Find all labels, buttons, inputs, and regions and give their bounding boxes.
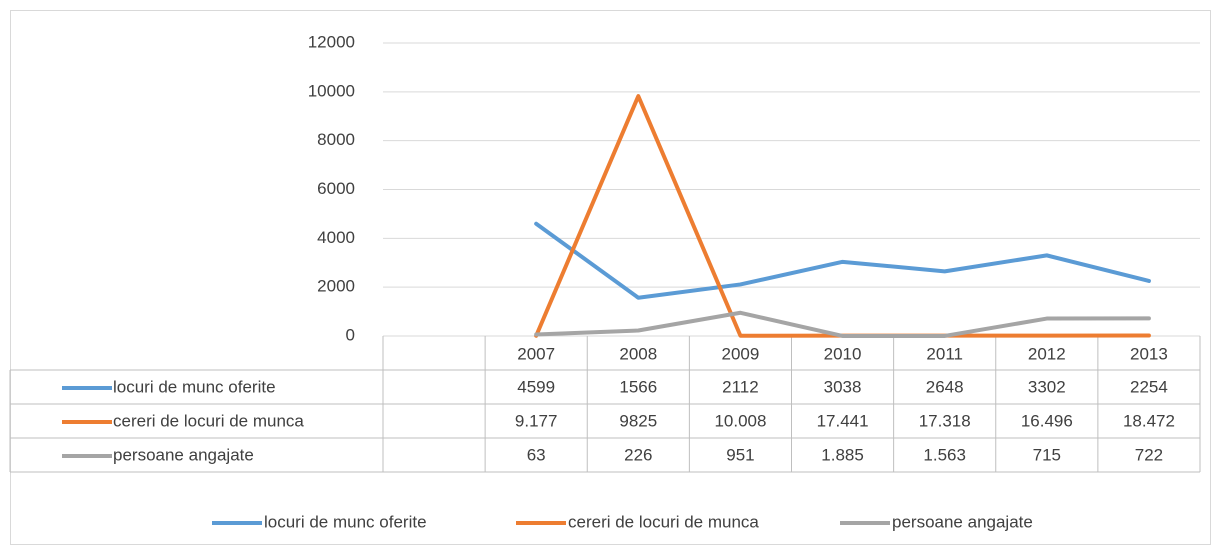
y-tick-label: 4000 bbox=[317, 228, 355, 247]
x-tick-label: 2011 bbox=[926, 344, 963, 363]
x-tick-label: 2008 bbox=[619, 344, 657, 363]
legend-label: locuri de munc oferite bbox=[264, 512, 427, 531]
series-line bbox=[534, 310, 1151, 338]
table-cell: 2648 bbox=[926, 377, 964, 396]
x-tick-label: 2007 bbox=[517, 344, 555, 363]
y-tick-label: 10000 bbox=[308, 81, 355, 100]
table-cell: 17.318 bbox=[919, 411, 971, 430]
y-tick-label: 12000 bbox=[308, 32, 355, 51]
x-tick-label: 2013 bbox=[1130, 344, 1168, 363]
table-cell: 4599 bbox=[517, 377, 555, 396]
series-line bbox=[534, 221, 1151, 300]
table-cell: 226 bbox=[624, 445, 652, 464]
table-cell: 9825 bbox=[619, 411, 657, 430]
table-cell: 3302 bbox=[1028, 377, 1066, 396]
table-cell: 722 bbox=[1135, 445, 1163, 464]
table-cell: 715 bbox=[1033, 445, 1061, 464]
table-cell: 63 bbox=[527, 445, 546, 464]
x-tick-label: 2010 bbox=[824, 344, 862, 363]
table-cell: 9.177 bbox=[515, 411, 558, 430]
table-cell: 17.441 bbox=[817, 411, 869, 430]
table-cell: 951 bbox=[726, 445, 754, 464]
table-cell: 1.563 bbox=[923, 445, 966, 464]
table-cell: 1566 bbox=[619, 377, 657, 396]
x-tick-label: 2012 bbox=[1028, 344, 1066, 363]
table-cell: 2112 bbox=[722, 377, 759, 396]
x-tick-label: 2009 bbox=[722, 344, 760, 363]
table-cell: 1.885 bbox=[821, 445, 864, 464]
y-tick-label: 6000 bbox=[317, 179, 355, 198]
legend-label: cereri de locuri de munca bbox=[568, 512, 759, 531]
table-cell: 2254 bbox=[1130, 377, 1168, 396]
table-cell: 18.472 bbox=[1123, 411, 1175, 430]
table-cell: 3038 bbox=[824, 377, 862, 396]
table-row-label: persoane angajate bbox=[113, 445, 254, 464]
y-tick-label: 2000 bbox=[317, 277, 355, 296]
legend-label: persoane angajate bbox=[892, 512, 1033, 531]
table-cell: 10.008 bbox=[714, 411, 766, 430]
y-tick-label: 0 bbox=[346, 325, 355, 344]
table-row-label: locuri de munc oferite bbox=[113, 377, 276, 396]
table-row-label: cereri de locuri de munca bbox=[113, 411, 304, 430]
y-tick-label: 8000 bbox=[317, 130, 355, 149]
table-cell: 16.496 bbox=[1021, 411, 1073, 430]
